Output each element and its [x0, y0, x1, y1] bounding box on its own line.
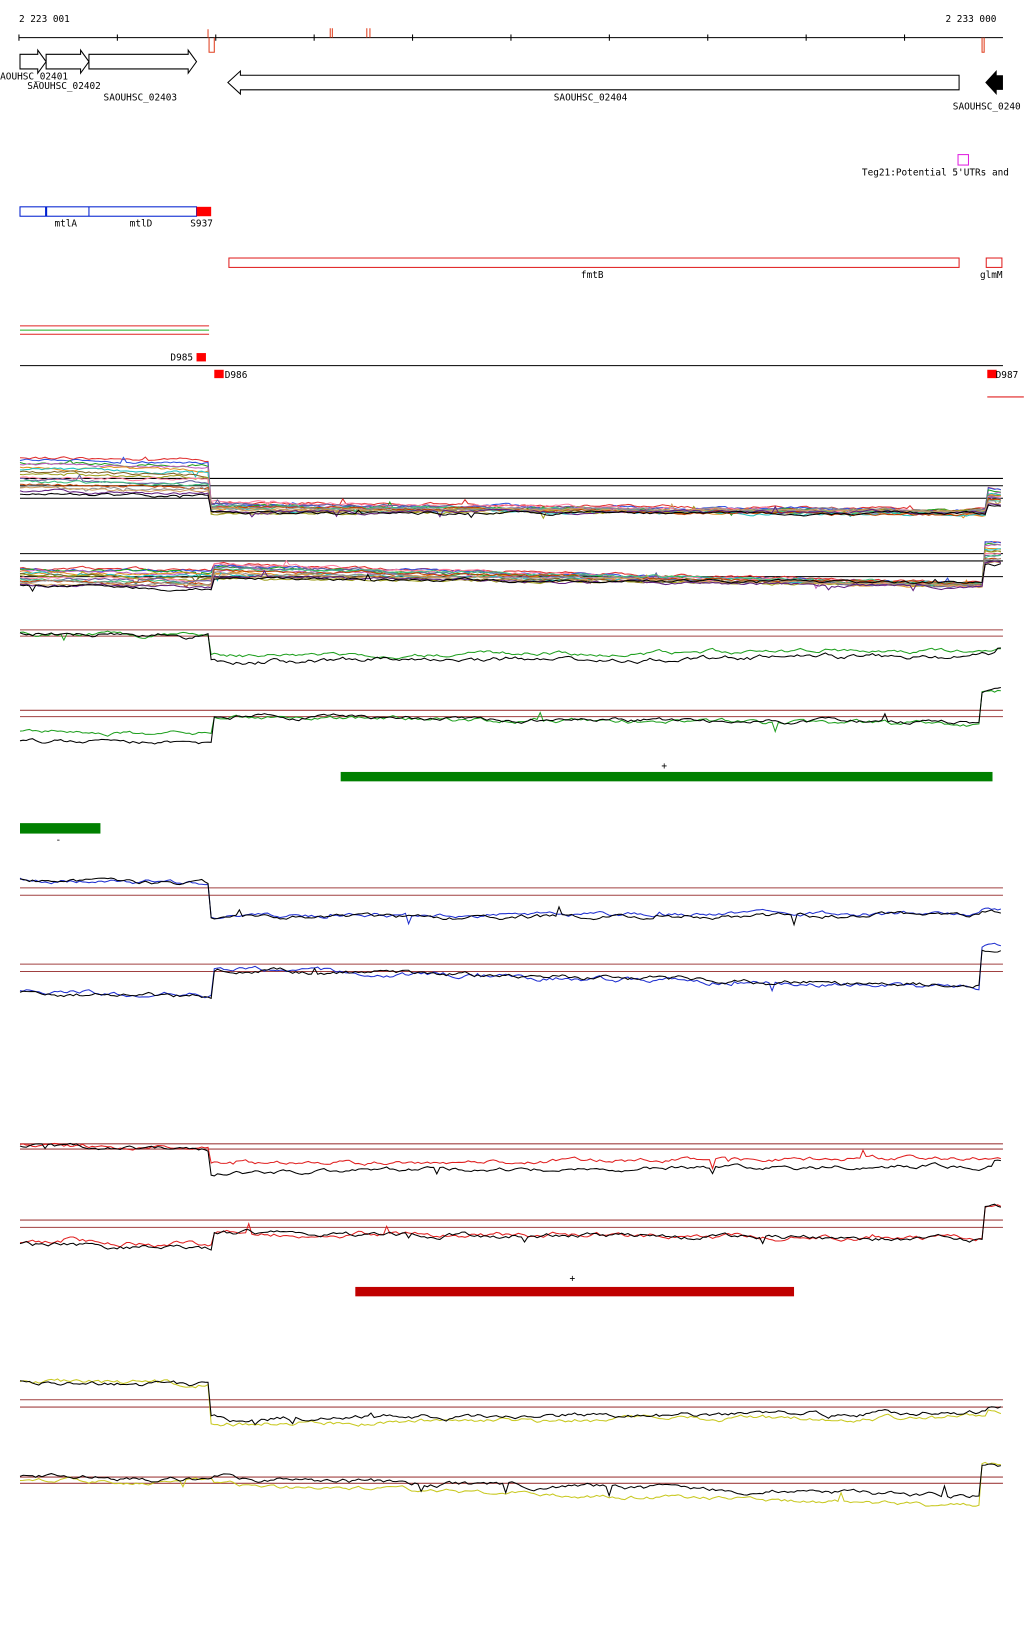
signal-trace: [19, 942, 1002, 999]
signal-trace: [19, 1204, 1002, 1248]
region-label: D985: [170, 352, 193, 363]
feature-label: fmtB: [581, 270, 604, 281]
signal-trace: [19, 1461, 1001, 1507]
region-label: D986: [225, 370, 248, 381]
gene-arrow: [45, 48, 90, 75]
feature-label: S937: [190, 219, 213, 230]
gene-arrow: [985, 69, 1003, 96]
gene-arrow: [19, 48, 47, 75]
signal-trace: [19, 689, 1001, 737]
strand-bar: [20, 823, 101, 834]
signal-trace: [19, 949, 1002, 1000]
gene-label: SAOUHSC_0240: [953, 102, 1021, 113]
signal-trace: [19, 492, 1001, 519]
strand-bar: [340, 771, 993, 782]
feature-label: mtlD: [130, 219, 153, 230]
signal-trace: [19, 877, 1002, 927]
gene-label: SAOUHSC_02404: [554, 92, 628, 103]
signal-trace: [19, 560, 1002, 592]
ruler-marker: [207, 29, 215, 53]
feature-label: glmM: [980, 270, 1003, 281]
annotation-label: Teg21:Potential 5'UTRs and: [862, 167, 1009, 178]
ruler-ticks: [18, 34, 906, 41]
feature-box: [196, 206, 212, 217]
signal-trace: [19, 1203, 1002, 1251]
signal-trace: [19, 1380, 1002, 1426]
signal-trace: [19, 563, 1002, 593]
signal-trace: [19, 473, 1001, 515]
signal-trace: [19, 632, 1001, 666]
signal-trace: [19, 1142, 1001, 1177]
region-box: [987, 369, 997, 379]
strand-label: -: [56, 835, 62, 846]
feature-box: [228, 257, 960, 268]
signal-trace: [19, 561, 1001, 589]
region-label: D987: [996, 370, 1019, 381]
signal-trace: [19, 1378, 1002, 1427]
feature-label: mtlA: [54, 219, 77, 230]
gene-label: SAOUHSC_02403: [104, 92, 177, 103]
signal-tracks: [19, 456, 1003, 1507]
signal-trace: [19, 488, 1001, 518]
signal-trace: [19, 687, 1001, 745]
gene-arrow: [227, 69, 960, 96]
ruler-end: 2 233 000: [946, 14, 997, 25]
ruler-marker: [329, 28, 985, 53]
strand-bar: [355, 1286, 795, 1297]
gene-arrow: [88, 48, 198, 75]
feature-box: [985, 257, 1003, 268]
region-box: [214, 369, 224, 379]
signal-trace: [19, 476, 1002, 515]
signal-trace: [19, 485, 1002, 514]
gene-label: SAOUHSC_02402: [27, 81, 101, 92]
signal-trace: [19, 1463, 1001, 1499]
annotation-box: [957, 154, 970, 166]
signal-trace: [19, 630, 1001, 660]
ruler-start: 2 223 001: [19, 14, 70, 25]
gene-label: AOUHSC_02401: [0, 71, 68, 82]
region-box: [196, 353, 206, 362]
strand-label: +: [569, 1274, 575, 1285]
strand-label: +: [661, 761, 667, 772]
